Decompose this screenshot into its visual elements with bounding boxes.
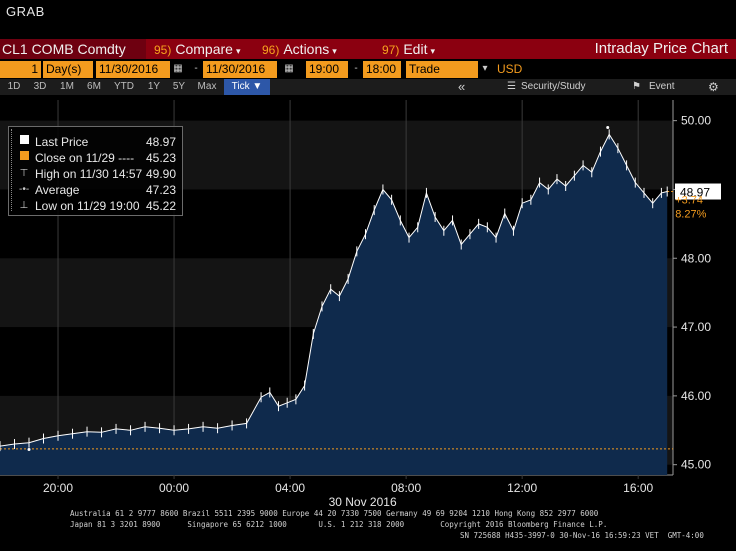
high-marker-icon: ⊤ [19,168,29,179]
calendar-icon[interactable]: ▦ [284,63,294,74]
legend-label: Low on 11/29 19:00 [35,199,140,213]
dropdown-icon[interactable]: ▾ [482,63,488,74]
y-tick-label: 48.00 [681,251,711,265]
x-tick-label: 00:00 [159,481,189,495]
end-time-field[interactable]: 18:00 [363,61,401,78]
actions-button[interactable]: 96) Actions ▾ [262,39,337,59]
edit-label: Edit [403,41,428,57]
timeframe-ytd[interactable]: YTD [114,81,134,92]
legend-low: ⊥ Low on 11/29 19:00 45.22 [9,198,182,214]
price-points [0,126,668,452]
chart-title: Intraday Price Chart [594,40,728,57]
actions-label: Actions [283,41,330,57]
end-date-field[interactable]: 11/30/2016 [203,61,277,78]
change-pct: 8.27% [675,209,706,221]
compare-button[interactable]: 95) Compare ▾ [154,39,240,59]
currency-label[interactable]: USD [497,62,523,76]
price-line [0,133,668,447]
period-unit-field[interactable]: Day(s) [43,61,93,78]
gear-icon[interactable]: ⚙ [708,80,719,94]
event-label: Event [648,81,675,92]
legend-panel[interactable]: Last Price 48.97 Close on 11/29 ---- 45.… [8,126,183,216]
x-tick-label: 08:00 [391,481,421,495]
flag-icon: ⚑ [632,81,641,92]
legend-label: Close on 11/29 ---- [35,151,135,165]
x-tick-label: 20:00 [43,481,73,495]
legend-swatch-last [19,135,29,149]
security-study-button[interactable]: ☰ Security/Study [507,79,585,95]
period-count-field[interactable]: 1 [0,61,41,78]
legend-label: Last Price [35,135,89,149]
timeframe-3d[interactable]: 3D [33,81,47,92]
timeframe-5y[interactable]: 5Y [172,81,186,92]
price-area [0,134,668,475]
legend-swatch-close [19,151,29,165]
collapse-icon[interactable]: « [458,79,466,94]
y-tick-label: 46.00 [681,389,711,403]
legend-last-price: Last Price 48.97 [9,134,182,150]
timeframe-1d[interactable]: 1D [7,81,21,92]
edit-dropdown-icon: ▾ [430,46,435,56]
footer-serial: SN 725688 H435-3997-0 30-Nov-16 16:59:23… [460,531,704,540]
extreme-point [606,126,610,130]
legend-drag-handle[interactable] [11,129,13,211]
security-study-label: Security/Study [520,81,586,92]
legend-value: 47.23 [145,183,176,197]
low-marker-icon: ⊥ [19,200,29,211]
timeframe-1y[interactable]: 1Y [147,81,161,92]
start-date-field[interactable]: 11/30/2016 [96,61,170,78]
actions-num: 96) [262,43,280,57]
calendar-icon[interactable]: ▦ [173,63,183,74]
timeframe-1m[interactable]: 1M [60,81,74,92]
y-tick-label: 47.00 [681,320,711,334]
timeframe-6m[interactable]: 6M [87,81,101,92]
timeframe-bar: 1D 3D 1M 6M YTD 1Y 5Y Max Tick ▼ « ☰ Secu… [0,79,736,95]
edit-button[interactable]: 97) Edit ▾ [382,39,435,59]
x-tick-label: 04:00 [275,481,305,495]
ticker-field[interactable]: CL1 COMB Comdty [0,39,146,59]
date-separator: - [194,63,198,74]
legend-average: -•- Average 47.23 [9,182,182,198]
compare-dropdown-icon: ▾ [235,46,241,56]
window-title: GRAB [6,4,45,19]
change-abs: +3.74 [675,195,703,207]
event-type-select[interactable]: Trade [406,61,478,78]
footer-contacts: Australia 61 2 9777 8600 Brazil 5511 239… [70,508,607,530]
y-tick-label: 50.00 [681,114,711,128]
function-toolbar: CL1 COMB Comdty 95) Compare ▾ 96) Actions ▾ … [0,39,736,59]
footer-line: Japan 81 3 3201 8900 Singapore 65 6212 1… [70,520,608,529]
legend-value: 48.97 [145,135,176,149]
edit-num: 97) [382,43,400,57]
compare-num: 95) [154,43,172,57]
extreme-point [27,448,31,452]
parameter-bar: 1 Day(s) 11/30/2016 ▦ - 11/30/2016 ▦ 19:… [0,61,736,78]
x-tick-label: 12:00 [507,481,537,495]
y-tick-label: 45.00 [681,458,711,472]
event-button[interactable]: ⚑ Event [632,79,675,95]
list-icon: ☰ [507,81,516,92]
legend-label: High on 11/30 14:57 [35,167,143,181]
legend-value: 49.90 [145,167,176,181]
legend-value: 45.22 [145,199,176,213]
price-series-line [0,133,668,447]
legend-value: 45.23 [145,151,176,165]
legend-high: ⊤ High on 11/30 14:57 49.90 [9,166,182,182]
actions-dropdown-icon: ▾ [332,46,337,56]
legend-label: Average [35,183,80,197]
start-time-field[interactable]: 19:00 [306,61,348,78]
average-marker-icon: -•- [19,184,30,195]
ticker-label: CL1 COMB Comdty [2,41,126,57]
last-price-tag [675,183,721,200]
legend-close: Close on 11/29 ---- 45.23 [9,150,182,166]
x-tick-label: 16:00 [623,481,653,495]
compare-label: Compare [175,41,233,57]
tick-interval-select[interactable]: Tick ▼ [224,79,270,95]
footer-line: Australia 61 2 9777 8600 Brazil 5511 239… [70,509,599,518]
timeframe-max[interactable]: Max [197,81,217,92]
date-caption: 30 Nov 2016 [329,495,397,506]
time-separator: - [354,63,358,74]
last-price-tag-text: 48.97 [680,186,710,200]
